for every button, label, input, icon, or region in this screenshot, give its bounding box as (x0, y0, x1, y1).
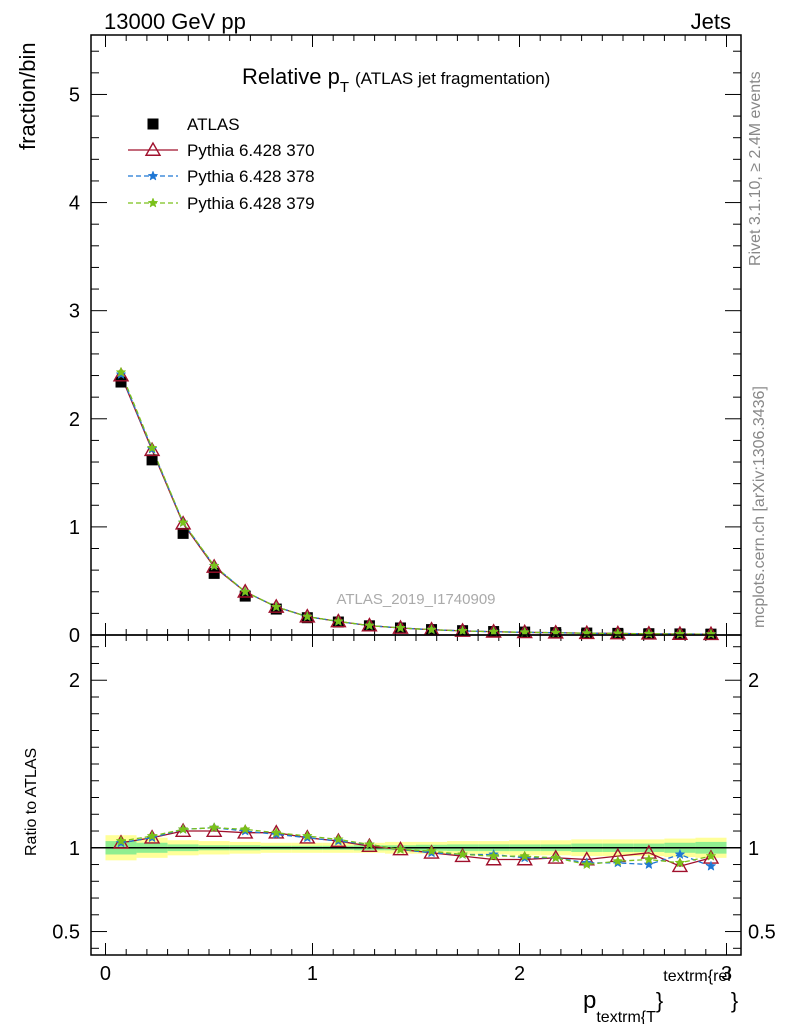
y-tick-label: 2 (69, 409, 80, 431)
y-tick-label: 5 (69, 84, 80, 106)
ratio-point-pythia-6-428-370 (485, 851, 502, 866)
ratio-point-pythia-6-428-379 (177, 823, 189, 834)
data-point-pythia-6-428-379 (146, 442, 158, 453)
ratio-y-tick-label-right: 1 (748, 838, 759, 860)
ratio-point-pythia-6-428-370 (205, 822, 223, 837)
ratio-y-tick-label-right: 0.5 (748, 922, 776, 944)
data-point-pythia-6-428-379 (674, 628, 686, 639)
ratio-y-tick-label: 1 (69, 838, 80, 860)
main-title: Relative pT (ATLAS jet fragmentation) (242, 64, 550, 96)
x-axis-label: ptextrm{T}textrm{rel} (583, 968, 738, 1024)
ratio-point-pythia-6-428-379 (395, 843, 406, 855)
data-point-pythia-6-428-379 (177, 516, 189, 528)
x-tick-label: 3 (721, 963, 732, 985)
ratio-point-pythia-6-428-379 (674, 857, 686, 868)
series-line-pythia-6-428-379 (120, 372, 711, 635)
x-tick-label: 1 (307, 963, 318, 985)
legend-label-atlas: ATLAS (187, 115, 240, 134)
data-point-atlas (115, 376, 127, 388)
data-point-pythia-6-428-379 (457, 625, 468, 636)
ratio-point-pythia-6-428-379 (146, 830, 158, 841)
ratio-point-pythia-6-428-379 (705, 850, 717, 861)
data-point-pythia-6-428-379 (208, 560, 220, 571)
ratio-point-pythia-6-428-378 (674, 848, 686, 860)
ratio-point-pythia-6-428-379 (426, 845, 437, 856)
x-tick-label: 2 (514, 963, 525, 985)
y-tick-label: 0 (69, 625, 80, 647)
ratio-plot: 0 1 2 3 0.5 0.5 1 1 2 2 (52, 634, 776, 985)
legend-marker-pythia-6-428-378 (147, 170, 159, 181)
data-point-pythia-6-428-379 (239, 586, 251, 597)
ratio-point-pythia-6-428-379 (612, 855, 624, 866)
ratio-point-pythia-6-428-370 (516, 851, 533, 866)
ratio-point-pythia-6-428-379 (519, 850, 531, 861)
y-tick-label: 1 (69, 517, 80, 539)
data-point-pythia-6-428-370 (112, 367, 130, 382)
rivet-label: Rivet 3.1.10, ≥ 2.4M events (747, 71, 764, 266)
ratio-point-pythia-6-428-379 (115, 835, 127, 846)
data-point-pythia-6-428-379 (488, 626, 500, 637)
ratio-y-tick-label-right: 2 (748, 670, 759, 692)
ratio-line-pythia-6-428-379 (120, 827, 712, 866)
legend-marker-pythia-6-428-370 (144, 141, 162, 156)
ratio-point-pythia-6-428-379 (332, 833, 344, 844)
ratio-y-tick-label: 0.5 (52, 922, 80, 944)
header-right: Jets (691, 9, 731, 34)
ratio-point-pythia-6-428-370 (361, 837, 378, 853)
data-point-pythia-6-428-379 (643, 628, 655, 639)
data-point-pythia-6-428-379 (395, 622, 406, 633)
ratio-point-pythia-6-428-379 (364, 838, 375, 850)
data-point-pythia-6-428-379 (332, 615, 344, 626)
ratio-point-pythia-6-428-379 (301, 830, 313, 841)
data-point-pythia-6-428-370 (205, 558, 223, 573)
data-point-pythia-6-428-379 (115, 366, 127, 377)
ratio-point-pythia-6-428-378 (643, 858, 655, 870)
x-tick-label: 0 (100, 963, 111, 985)
data-point-atlas (146, 454, 158, 466)
y-tick-label: 3 (69, 301, 80, 323)
data-point-pythia-6-428-370 (143, 441, 161, 457)
ratio-frame (90, 634, 742, 956)
main-ylabel: fraction/bin (15, 42, 40, 150)
y-tick-label: 4 (69, 193, 80, 215)
legend-marker-pythia-6-428-379 (147, 197, 159, 208)
data-point-pythia-6-428-379 (270, 601, 282, 612)
data-point-pythia-6-428-379 (301, 610, 313, 622)
ratio-point-pythia-6-428-370 (671, 857, 689, 873)
legend-label-pythia-6-428-370: Pythia 6.428 370 (187, 141, 315, 160)
ratio-point-pythia-6-428-379 (581, 858, 593, 870)
ratio-point-pythia-6-428-379 (270, 827, 282, 838)
main-plot: 0 1 2 3 4 5 (69, 34, 742, 955)
data-point-atlas (208, 567, 220, 579)
legend-label-pythia-6-428-378: Pythia 6.428 378 (187, 167, 315, 186)
header-left: 13000 GeV pp (104, 9, 246, 34)
ratio-point-pythia-6-428-379 (239, 823, 251, 834)
data-point-pythia-6-428-370 (174, 515, 192, 530)
data-point-pythia-6-428-379 (426, 624, 437, 635)
ratio-ylabel: Ratio to ATLAS (23, 748, 40, 856)
data-point-atlas (177, 527, 189, 539)
ratio-point-pythia-6-428-378 (705, 860, 717, 871)
legend: ATLAS Pythia 6.428 370 Pythia 6.428 378 Pyt… (128, 115, 315, 213)
legend-marker-atlas (147, 118, 159, 130)
data-point-pythia-6-428-379 (705, 628, 717, 639)
ratio-point-pythia-6-428-379 (550, 852, 562, 863)
ratio-point-pythia-6-428-379 (457, 848, 468, 860)
ratio-point-pythia-6-428-379 (208, 821, 220, 833)
data-point-pythia-6-428-379 (364, 619, 375, 631)
ratio-y-tick-label: 2 (69, 670, 80, 692)
ratio-point-pythia-6-428-379 (488, 850, 500, 861)
analysis-watermark: ATLAS_2019_I1740909 (336, 591, 495, 608)
data-point-atlas (239, 590, 251, 602)
source-label: mcplots.cern.ch [arXiv:1306.3436] (751, 386, 768, 628)
legend-label-pythia-6-428-379: Pythia 6.428 379 (187, 194, 315, 213)
ratio-point-pythia-6-428-379 (643, 853, 655, 865)
